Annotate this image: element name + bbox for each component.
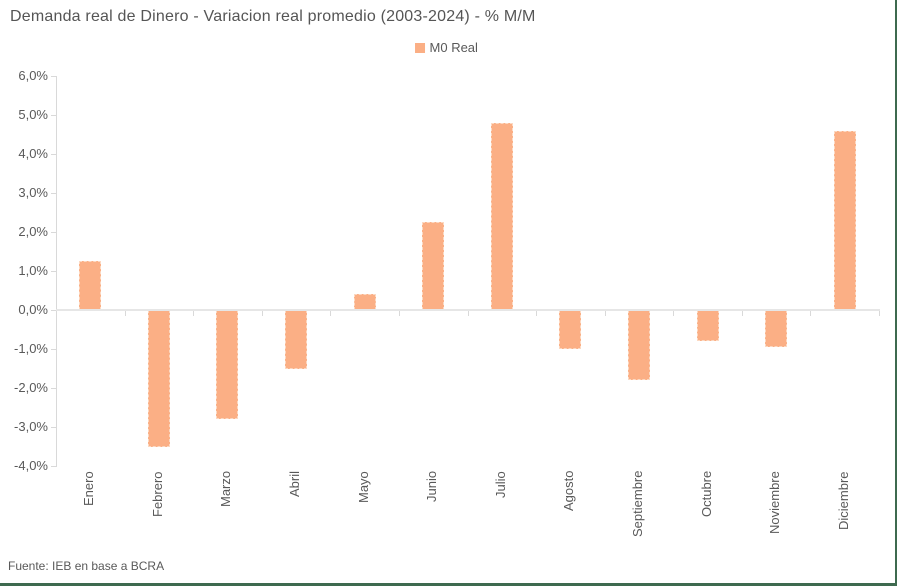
bar-septiembre [627,310,650,381]
bar-diciembre [833,130,856,310]
x-axis-tick [124,311,126,316]
x-axis-tick [56,311,57,316]
x-axis-tick [741,311,743,316]
bar-julio [490,122,513,310]
y-axis-tick [51,349,57,350]
bar-marzo [216,310,239,420]
x-axis-tick [467,311,469,316]
y-axis-tick [51,76,57,77]
x-axis-tick [261,311,263,316]
bar-mayo [353,294,376,310]
bar-enero [79,261,102,310]
x-axis-line [56,309,880,311]
x-axis-tick [810,311,812,316]
x-axis-tick [673,311,675,316]
x-axis-tick [536,311,538,316]
y-axis-tick [51,193,57,194]
y-axis-tick [51,232,57,233]
y-axis-label: 1,0% [18,263,48,278]
x-axis-tick [604,311,606,316]
y-axis-label: -1,0% [14,341,48,356]
x-axis-label: Enero [81,471,97,506]
y-axis-label: 2,0% [18,224,48,239]
legend-swatch-icon [414,42,425,53]
y-axis-tick [51,310,57,311]
bar-noviembre [765,310,788,348]
y-axis-label: 3,0% [18,185,48,200]
y-axis-label: -3,0% [14,419,48,434]
legend: M0 Real [414,40,478,55]
x-axis-label: Abril [287,471,303,498]
bar-febrero [147,310,170,447]
y-axis-label: 4,0% [18,146,48,161]
bar-abril [285,310,308,369]
x-axis-tick [879,311,880,316]
y-axis-tick [51,154,57,155]
x-axis-label: Noviembre [767,471,783,534]
bar-junio [422,222,445,310]
x-axis-tick [398,311,400,316]
y-axis-label: -2,0% [14,380,48,395]
y-axis-label: -4,0% [14,458,48,473]
y-axis-label: 5,0% [18,107,48,122]
chart-title: Demanda real de Dinero - Variacion real … [10,8,536,25]
legend-label: M0 Real [429,40,478,55]
y-axis-tick [51,115,57,116]
x-axis-tick [330,311,332,316]
x-axis-label: Febrero [149,471,165,517]
x-axis-label: Septiembre [629,471,645,538]
y-axis-tick [51,427,57,428]
bar-octubre [696,310,719,342]
x-axis-label: Mayo [355,471,371,503]
x-axis-tick [193,311,195,316]
y-axis-label: 0,0% [18,302,48,317]
y-axis-tick [51,466,57,467]
x-axis-label: Diciembre [835,471,851,530]
y-axis-label: 6,0% [18,68,48,83]
y-axis-tick [51,388,57,389]
x-axis-label: Junio [424,471,440,503]
x-axis-label: Julio [492,471,508,498]
x-axis-label: Octubre [698,471,714,518]
x-axis-label: Marzo [218,471,234,508]
bar-agosto [559,310,582,349]
y-axis-tick [51,271,57,272]
x-axis-label: Agosto [561,471,577,512]
source-note: Fuente: IEB en base a BCRA [8,559,165,573]
